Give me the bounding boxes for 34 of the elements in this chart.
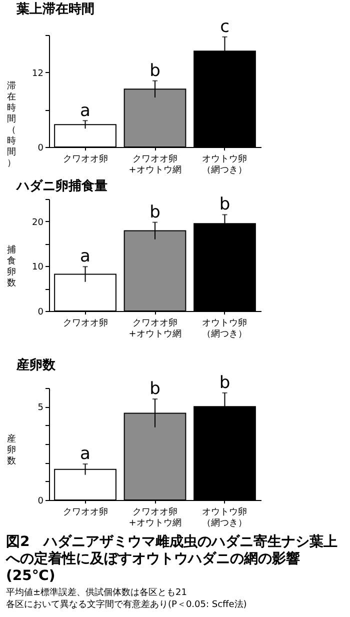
- annotation: a: [80, 444, 90, 464]
- annotation: a: [80, 246, 90, 267]
- x-tick-label: クワオオ卵: [62, 318, 108, 328]
- y-axis-title: 滞在時間（時間）: [7, 80, 16, 168]
- x-tick-label: クワオオ卵+オウトウ網: [128, 318, 182, 340]
- chart-title: 産卵数: [16, 356, 56, 373]
- chart-title: 葉上滞在時間: [16, 0, 94, 17]
- y-tick-label: 12: [32, 68, 44, 79]
- chart-title: ハダニ卵捕食量: [16, 178, 108, 194]
- annotation: a: [80, 100, 90, 121]
- annotation: b: [150, 202, 160, 222]
- x-tick-label: クワオオ卵: [62, 506, 108, 518]
- annotation: c: [220, 16, 230, 37]
- y-tick-label: 20: [32, 218, 44, 228]
- y-tick-label: 10: [32, 262, 44, 273]
- text: 各区において異なる文字間で有意差あり(P＜0.05: Scffe法): [6, 599, 248, 611]
- annotation: b: [219, 194, 230, 215]
- annotation: b: [219, 372, 230, 393]
- y-tick-label: 0: [38, 308, 44, 318]
- y-tick-label: 0: [38, 496, 44, 506]
- x-tick-label: オウトウ卵（網つき）: [202, 318, 248, 340]
- annotation: b: [150, 379, 160, 400]
- annotation: b: [150, 61, 160, 82]
- caption: 図2 ハダニアザミウマ雌成虫のハダニ寄生ナシ葉上への定着性に及ぼすオウトウハダニの網の影響(25℃): [6, 534, 339, 585]
- x-tick-label: クワオオ卵+オウトウ網: [128, 154, 182, 176]
- x-tick-label: オウトウ卵（網つき）: [202, 154, 248, 176]
- text: 平均値±標準誤差、供試個体数は各区とも21: [6, 587, 188, 599]
- y-tick-label: 5: [38, 403, 44, 414]
- x-tick-label: クワオオ卵: [62, 154, 108, 164]
- y-axis-title: 産卵数: [7, 434, 16, 466]
- y-axis-title: 捕食卵数: [7, 244, 16, 288]
- x-tick-label: オウトウ卵（網つき）: [202, 506, 248, 528]
- x-tick-label: クワオオ卵+オウトウ網: [128, 506, 182, 528]
- y-tick-label: 0: [38, 144, 44, 154]
